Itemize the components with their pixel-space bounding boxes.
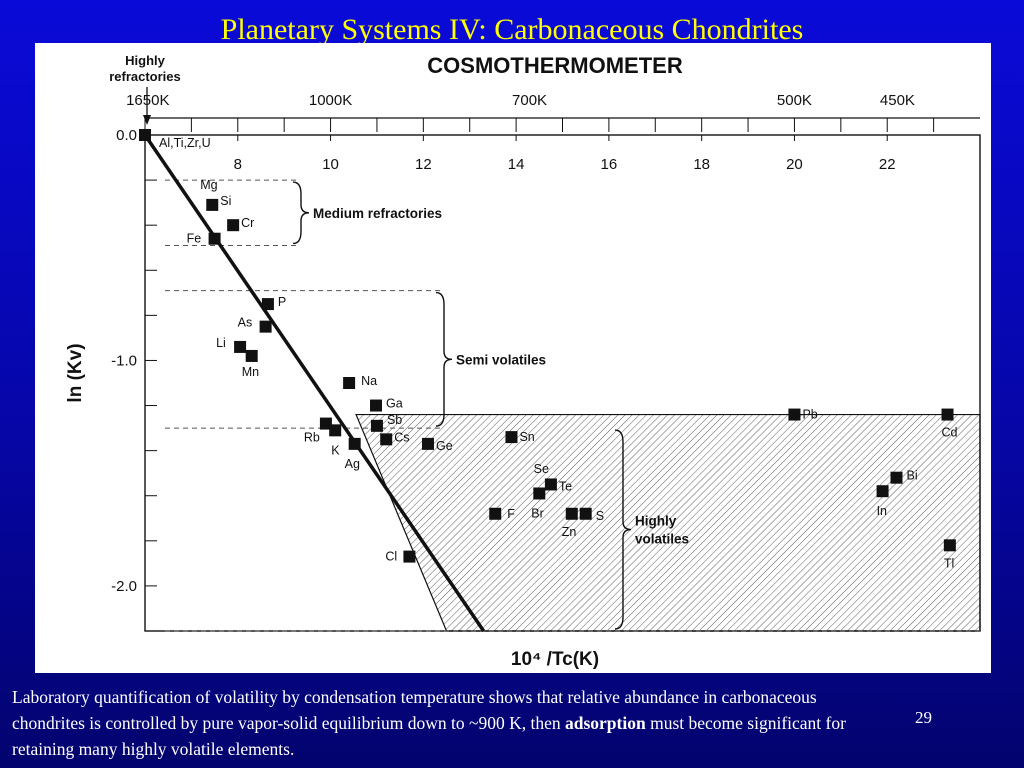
- point-label-p: P: [278, 295, 286, 309]
- point-label-rb: Rb: [304, 431, 320, 445]
- point-label-cr: Cr: [241, 216, 254, 230]
- group-label: Medium refractories: [313, 206, 442, 221]
- data-point-mn: [245, 349, 258, 362]
- data-point-li: [234, 340, 247, 353]
- data-point-br: [533, 487, 546, 500]
- group-brace: [435, 291, 453, 427]
- point-label-te: Te: [559, 479, 572, 493]
- data-point-as: [259, 320, 272, 333]
- highly-refractories-arrow-head: [143, 115, 151, 125]
- point-label-tl: Tl: [944, 556, 954, 570]
- point-label-ge: Ge: [436, 439, 453, 453]
- point-label-br: Br: [531, 506, 544, 520]
- x-tick-label: 20: [786, 156, 803, 173]
- top-axis-label: 700K: [512, 92, 547, 109]
- point-label-s: S: [596, 509, 604, 523]
- point-label-in: In: [877, 504, 887, 518]
- data-point-f: [489, 507, 502, 520]
- point-label-f: F: [507, 507, 515, 521]
- point-label-cl: Cl: [385, 550, 397, 564]
- point-label-altizru: Al,Ti,Zr,U: [159, 136, 211, 150]
- point-label-sb: Sb: [387, 413, 402, 427]
- point-label-si: Si: [220, 194, 231, 208]
- x-tick-label: 10: [322, 156, 339, 173]
- condensation-fit-line: [143, 134, 486, 632]
- group-label: volatiles: [635, 532, 689, 547]
- data-point-ag: [348, 437, 361, 450]
- point-label-ga: Ga: [386, 397, 403, 411]
- data-point-fe: [208, 232, 221, 245]
- caption-bold-adsorption: adsorption: [565, 713, 646, 733]
- x-tick-label: 8: [234, 156, 242, 173]
- data-point-ge: [421, 437, 434, 450]
- data-point-altizru: [139, 129, 151, 141]
- group-brace: [614, 429, 632, 630]
- top-axis-label: 1000K: [309, 92, 352, 109]
- point-label-fe: Fe: [187, 232, 202, 246]
- caption-text-1: Laboratory quantification of volatility …: [12, 687, 817, 733]
- data-point-mg: [206, 198, 219, 211]
- slide-title: Planetary Systems IV: Carbonaceous Chond…: [220, 13, 804, 46]
- data-point-in: [876, 485, 889, 498]
- point-label-na: Na: [361, 374, 377, 388]
- data-point-cl: [403, 550, 416, 563]
- x-tick-label: 12: [415, 156, 432, 173]
- data-point-p: [261, 298, 274, 311]
- point-label-zn: Zn: [562, 525, 577, 539]
- caption-text-2: must become significant for retaining ma…: [12, 713, 846, 759]
- data-point-na: [343, 377, 356, 389]
- y-tick-label: 0.0: [116, 127, 137, 144]
- data-point-sb: [370, 419, 383, 432]
- point-label-as: As: [238, 316, 253, 330]
- data-point-bi: [890, 471, 903, 484]
- data-point-pb: [788, 408, 801, 421]
- point-label-li: Li: [216, 336, 226, 350]
- data-point-k: [329, 424, 342, 437]
- chart-svg: COSMOTHERMOMETER 1650K 1000K 700K 500K 450K Hi…: [65, 53, 981, 670]
- point-label-se: Se: [534, 462, 549, 476]
- x-tick-label: 16: [601, 156, 618, 173]
- x-axis-label: 10⁴ /Tc(K): [511, 649, 599, 670]
- chart-panel: COSMOTHERMOMETER 1650K 1000K 700K 500K 450K Hi…: [35, 43, 991, 673]
- y-axis-label: ln (Kv): [65, 343, 86, 402]
- data-point-rb: [319, 417, 332, 430]
- data-point-sn: [505, 431, 518, 444]
- data-point-s: [579, 507, 592, 520]
- point-label-mn: Mn: [242, 365, 259, 379]
- point-label-pb: Pb: [802, 408, 817, 422]
- slide-caption: Laboratory quantification of volatility …: [12, 684, 892, 762]
- data-point-ga: [370, 399, 383, 412]
- point-label-cd: Cd: [942, 426, 958, 440]
- point-label-sn: Sn: [519, 430, 534, 444]
- chart-title: COSMOTHERMOMETER: [427, 53, 683, 78]
- group-brace: [292, 181, 310, 245]
- point-label-mg: Mg: [200, 178, 217, 192]
- data-point-cs: [380, 433, 393, 446]
- data-point-te: [544, 478, 557, 491]
- data-point-tl: [943, 539, 956, 552]
- y-tick-label: -1.0: [111, 352, 137, 369]
- x-tick-label: 22: [879, 156, 896, 173]
- point-label-ag: Ag: [345, 457, 360, 471]
- group-label: Highly: [635, 514, 677, 529]
- data-point-cr: [227, 219, 240, 232]
- highly-refractories-label-line2: refractories: [109, 69, 181, 84]
- x-tick-label: 18: [693, 156, 710, 173]
- group-label: Semi volatiles: [456, 352, 546, 367]
- point-label-k: K: [331, 443, 340, 457]
- top-axis-label: 1650K: [126, 92, 169, 109]
- y-tick-label: -2.0: [111, 578, 137, 595]
- top-axis-label: 450K: [880, 92, 915, 109]
- highly-refractories-label-line1: Highly: [125, 53, 165, 68]
- top-axis-label: 500K: [777, 92, 812, 109]
- data-point-cd: [941, 408, 954, 421]
- point-label-bi: Bi: [907, 469, 918, 483]
- point-label-cs: Cs: [394, 430, 409, 444]
- page-number: 29: [915, 708, 932, 727]
- x-tick-label: 14: [508, 156, 525, 173]
- data-point-zn: [565, 507, 578, 520]
